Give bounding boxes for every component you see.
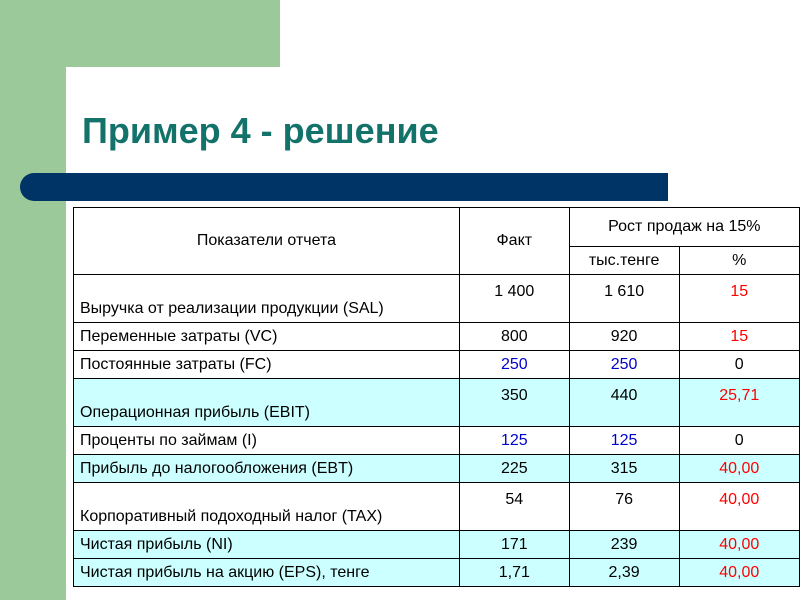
percent-value: 40,00 <box>678 558 800 587</box>
decorative-navy-bar <box>20 173 668 201</box>
table-row: Переменные затраты (VC) 800 920 15 <box>73 322 800 351</box>
fact-value: 250 <box>458 350 570 379</box>
thousand-tenge-value: 239 <box>568 530 680 559</box>
thousand-tenge-value: 315 <box>568 454 680 483</box>
percent-value: 0 <box>678 350 800 379</box>
percent-value: 15 <box>678 322 800 351</box>
table-row: Выручка от реализации продукции (SAL) 1 … <box>73 274 800 323</box>
row-label: Выручка от реализации продукции (SAL) <box>73 274 460 323</box>
table-row: Корпоративный подоходный налог (TAX) 54 … <box>73 482 800 531</box>
table-row: Прибыль до налогообложения (EBT) 225 315… <box>73 454 800 483</box>
table-subheader-row: тыс.тенге % <box>74 246 800 275</box>
thousand-tenge-value: 250 <box>568 350 680 379</box>
percent-value: 40,00 <box>678 454 800 483</box>
thousand-tenge-value: 125 <box>568 426 680 455</box>
table-row: Проценты по займам (I) 125 125 0 <box>73 426 800 455</box>
table-header-row: Показатели отчета Факт Рост продаж на 15… <box>73 207 800 275</box>
slide-title: Пример 4 - решение <box>82 110 439 151</box>
header-indicators: Показатели отчета <box>73 207 460 275</box>
thousand-tenge-value: 2,39 <box>568 558 680 587</box>
fact-value: 800 <box>458 322 570 351</box>
fact-value: 171 <box>458 530 570 559</box>
percent-value: 40,00 <box>678 482 800 531</box>
percent-value: 40,00 <box>678 530 800 559</box>
fact-value: 54 <box>458 482 570 531</box>
table-row: Постоянные затраты (FC) 250 250 0 <box>73 350 800 379</box>
percent-value: 25,71 <box>678 378 800 427</box>
row-label: Корпоративный подоходный налог (TAX) <box>73 482 460 531</box>
header-growth: Рост продаж на 15% <box>568 207 800 247</box>
header-percent: % <box>678 246 800 275</box>
table-row: Чистая прибыль (NI) 171 239 40,00 <box>73 530 800 559</box>
fact-value: 350 <box>458 378 570 427</box>
row-label: Проценты по займам (I) <box>73 426 460 455</box>
percent-value: 0 <box>678 426 800 455</box>
decorative-green-sidebar <box>0 0 66 600</box>
thousand-tenge-value: 76 <box>568 482 680 531</box>
row-label: Переменные затраты (VC) <box>73 322 460 351</box>
table-row: Чистая прибыль на акцию (EPS), тенге 1,7… <box>73 558 800 587</box>
percent-value: 15 <box>678 274 800 323</box>
table-row: Операционная прибыль (EBIT) 350 440 25,7… <box>73 378 800 427</box>
row-label: Чистая прибыль на акцию (EPS), тенге <box>73 558 460 587</box>
row-label: Постоянные затраты (FC) <box>73 350 460 379</box>
fact-value: 225 <box>458 454 570 483</box>
row-label: Операционная прибыль (EBIT) <box>73 378 460 427</box>
thousand-tenge-value: 440 <box>568 378 680 427</box>
thousand-tenge-value: 920 <box>568 322 680 351</box>
decorative-green-block <box>0 0 280 67</box>
fact-value: 125 <box>458 426 570 455</box>
fact-value: 1,71 <box>458 558 570 587</box>
fact-value: 1 400 <box>458 274 570 323</box>
header-thousand-tenge: тыс.тенге <box>568 246 680 275</box>
row-label: Прибыль до налогообложения (EBT) <box>73 454 460 483</box>
header-fact: Факт <box>458 207 570 275</box>
row-label: Чистая прибыль (NI) <box>73 530 460 559</box>
report-table: Показатели отчета Факт Рост продаж на 15… <box>73 207 800 587</box>
thousand-tenge-value: 1 610 <box>568 274 680 323</box>
